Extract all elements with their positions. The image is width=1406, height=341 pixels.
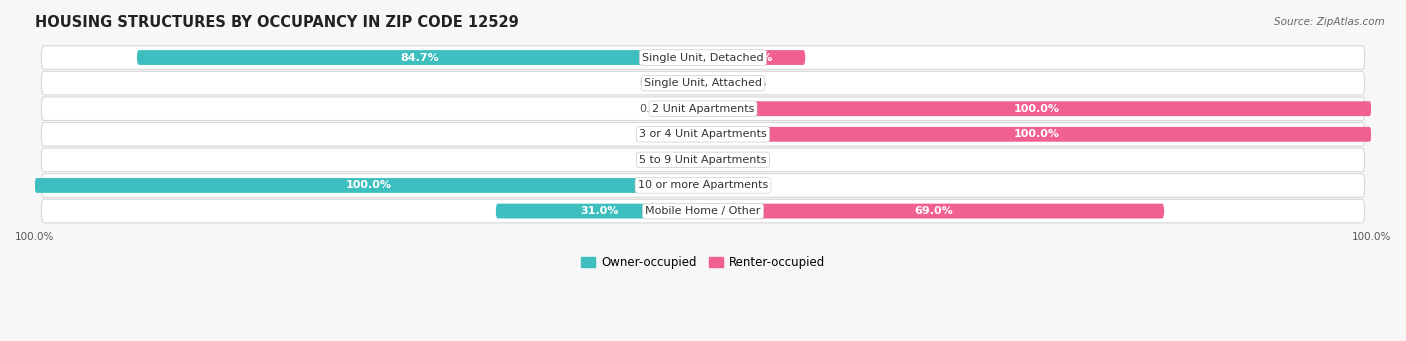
Text: 0.0%: 0.0%: [738, 78, 766, 88]
FancyBboxPatch shape: [41, 174, 1365, 197]
Text: 0.0%: 0.0%: [640, 104, 668, 114]
Text: 15.3%: 15.3%: [735, 53, 773, 62]
FancyBboxPatch shape: [41, 199, 1365, 223]
FancyBboxPatch shape: [673, 127, 703, 142]
FancyBboxPatch shape: [703, 127, 1371, 142]
Text: 5 to 9 Unit Apartments: 5 to 9 Unit Apartments: [640, 155, 766, 165]
FancyBboxPatch shape: [703, 204, 1164, 219]
Text: Source: ZipAtlas.com: Source: ZipAtlas.com: [1274, 17, 1385, 27]
Text: HOUSING STRUCTURES BY OCCUPANCY IN ZIP CODE 12529: HOUSING STRUCTURES BY OCCUPANCY IN ZIP C…: [35, 15, 519, 30]
FancyBboxPatch shape: [41, 122, 1365, 146]
Text: Single Unit, Attached: Single Unit, Attached: [644, 78, 762, 88]
FancyBboxPatch shape: [136, 50, 703, 65]
FancyBboxPatch shape: [673, 101, 703, 116]
FancyBboxPatch shape: [673, 152, 703, 167]
Text: 0.0%: 0.0%: [738, 155, 766, 165]
Text: 3 or 4 Unit Apartments: 3 or 4 Unit Apartments: [640, 129, 766, 139]
FancyBboxPatch shape: [703, 76, 733, 90]
FancyBboxPatch shape: [703, 50, 806, 65]
Text: 31.0%: 31.0%: [581, 206, 619, 216]
FancyBboxPatch shape: [41, 71, 1365, 95]
Text: 2 Unit Apartments: 2 Unit Apartments: [652, 104, 754, 114]
Text: 100.0%: 100.0%: [346, 180, 392, 191]
Text: 0.0%: 0.0%: [640, 155, 668, 165]
FancyBboxPatch shape: [496, 204, 703, 219]
Text: Single Unit, Detached: Single Unit, Detached: [643, 53, 763, 62]
FancyBboxPatch shape: [673, 76, 703, 90]
Text: 84.7%: 84.7%: [401, 53, 439, 62]
Text: 100.0%: 100.0%: [1014, 129, 1060, 139]
Legend: Owner-occupied, Renter-occupied: Owner-occupied, Renter-occupied: [576, 252, 830, 274]
FancyBboxPatch shape: [35, 178, 703, 193]
FancyBboxPatch shape: [41, 97, 1365, 120]
FancyBboxPatch shape: [703, 152, 733, 167]
Text: 0.0%: 0.0%: [640, 129, 668, 139]
Text: 0.0%: 0.0%: [738, 180, 766, 191]
Text: 69.0%: 69.0%: [914, 206, 953, 216]
FancyBboxPatch shape: [41, 46, 1365, 69]
FancyBboxPatch shape: [41, 148, 1365, 172]
FancyBboxPatch shape: [703, 101, 1371, 116]
Text: Mobile Home / Other: Mobile Home / Other: [645, 206, 761, 216]
Text: 0.0%: 0.0%: [640, 78, 668, 88]
Text: 10 or more Apartments: 10 or more Apartments: [638, 180, 768, 191]
FancyBboxPatch shape: [703, 178, 733, 193]
Text: 100.0%: 100.0%: [1014, 104, 1060, 114]
